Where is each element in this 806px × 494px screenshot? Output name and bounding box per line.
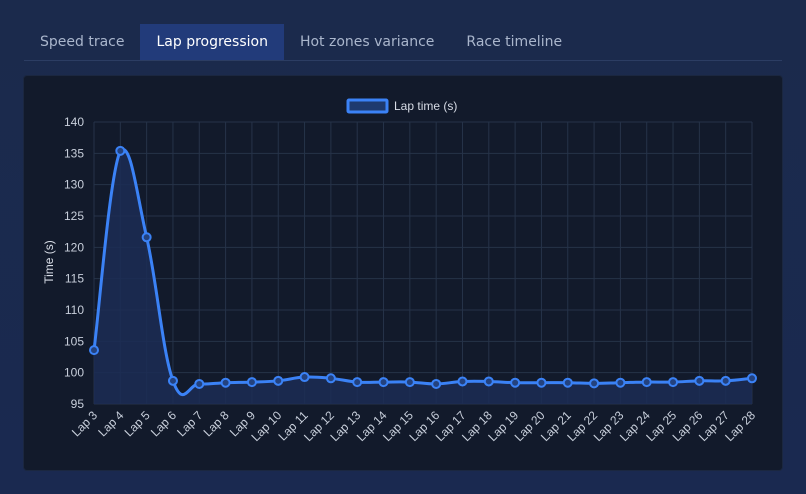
series-area [94,149,752,404]
y-tick-label: 125 [64,209,84,223]
series-line [92,148,753,397]
tab-lap-progression[interactable]: Lap progression [140,24,284,60]
data-point[interactable] [141,232,152,243]
data-point[interactable] [246,377,257,388]
data-point[interactable] [167,375,178,386]
y-tick-label: 105 [64,334,84,348]
y-tick-label: 130 [64,178,84,192]
data-point[interactable] [89,345,99,356]
y-tick-label: 100 [64,366,84,380]
data-point[interactable] [483,376,494,387]
legend-label: Lap time (s) [394,99,457,113]
x-tick-label: Lap 8 [201,408,232,439]
x-tick-label: Lap 28 [722,408,758,444]
x-tick-label: Lap 10 [249,408,285,444]
legend-swatch [346,98,389,114]
data-point[interactable] [352,377,363,388]
data-point[interactable] [404,377,415,388]
legend[interactable]: Lap time (s) [346,98,457,114]
data-point[interactable] [457,376,468,387]
data-point[interactable] [720,375,731,386]
data-point[interactable] [299,372,310,383]
data-point[interactable] [641,377,652,388]
tab-speed-trace[interactable]: Speed trace [40,34,125,50]
x-tick-label: Lap 3 [69,408,100,439]
data-point[interactable] [694,375,705,386]
data-point[interactable] [115,145,126,156]
y-axis-title: Time (s) [42,240,56,284]
x-tick-label: Lap 7 [174,408,205,439]
data-point[interactable] [325,373,336,384]
tab-race-timeline[interactable]: Race timeline [466,34,563,50]
data-point[interactable] [510,377,521,388]
data-point[interactable] [562,377,573,388]
data-point[interactable] [589,378,600,389]
y-tick-label: 95 [71,397,85,411]
data-point[interactable] [194,378,205,389]
data-point[interactable] [220,377,231,388]
y-tick-label: 140 [64,115,84,129]
data-point[interactable] [431,378,442,389]
chart-panel: 95 100 105 110 115 120 125 130 135 140 Lap 3 Lap 4… [24,76,782,470]
data-point[interactable] [378,377,389,388]
y-tick-label: 120 [64,240,84,254]
x-tick-label: Lap 6 [148,408,179,439]
y-tick-label: 115 [65,272,84,286]
x-tick-label: Lap 4 [95,408,126,439]
data-point[interactable] [273,375,284,386]
tab-bar: Speed trace Lap progression Hot zones va… [24,24,782,61]
x-tick-label: Lap 5 [122,408,153,439]
data-point[interactable] [536,377,547,388]
y-tick-label: 110 [65,303,84,317]
data-point[interactable] [668,377,679,388]
data-point[interactable] [615,377,626,388]
tab-hot-zones-variance[interactable]: Hot zones variance [299,34,435,50]
y-tick-label: 135 [64,146,84,160]
data-point[interactable] [747,373,757,384]
